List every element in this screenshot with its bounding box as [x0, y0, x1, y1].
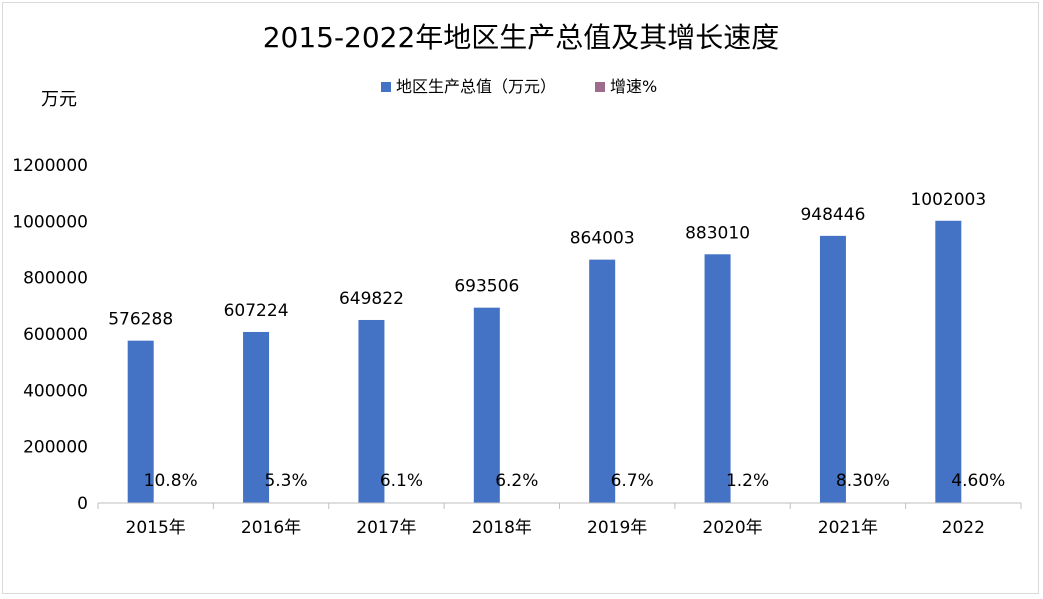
legend: 地区生产总值（万元） 增速% — [381, 77, 657, 96]
y-axis-ticks: 0 200000 400000 600000 800000 1000000 1200000 — [12, 156, 88, 514]
gdp-bar — [358, 319, 385, 503]
chart-title: 2015-2022年地区生产总值及其增长速度 — [263, 21, 780, 54]
gdp-bar — [819, 235, 846, 503]
legend-gdp-swatch — [381, 82, 391, 92]
gdp-data-label: 883010 — [685, 223, 750, 243]
growth-rate-data-label: 6.7% — [611, 471, 654, 491]
gdp-bar — [127, 340, 154, 503]
x-tick-label: 2018年 — [472, 518, 532, 538]
growth-rate-data-label: 6.1% — [380, 471, 423, 491]
gdp-data-label: 864003 — [570, 229, 635, 249]
growth-rate-data-label: 8.30% — [836, 471, 890, 491]
gdp-data-label: 693506 — [454, 277, 519, 297]
y-tick-label: 400000 — [23, 381, 88, 401]
x-tick-label: 2015年 — [126, 518, 186, 538]
y-tick-label: 1000000 — [12, 212, 88, 232]
y-tick-label: 600000 — [23, 325, 88, 345]
growth-rate-labels: 10.8% 5.3% 6.1% 6.2% 6.7% 1.2% 8.30% 4.60% — [144, 471, 1006, 491]
legend-growth-rate-swatch — [595, 82, 605, 92]
gdp-data-label: 607224 — [224, 301, 289, 321]
bar-chart: 2015-2022年地区生产总值及其增长速度 万元 地区生产总值（万元） 增速% … — [12, 21, 1022, 538]
gdp-bar — [243, 331, 270, 503]
legend-gdp-label: 地区生产总值（万元） — [396, 77, 556, 96]
gdp-data-label: 649822 — [339, 289, 404, 309]
gdp-bar — [704, 254, 731, 503]
gdp-data-label: 1002003 — [910, 190, 986, 210]
bar-data-labels: 576288 607224 649822 693506 864003 883010 9484… — [108, 190, 986, 330]
gdp-bar — [589, 259, 616, 503]
x-tick-label: 2022 — [942, 518, 985, 538]
growth-rate-data-label: 10.8% — [144, 471, 198, 491]
legend-growth-rate-label: 增速% — [610, 77, 657, 96]
y-tick-label: 200000 — [23, 438, 88, 458]
gdp-data-label: 948446 — [800, 205, 865, 225]
x-axis: 2015年 2016年 2017年 2018年 2019年 2020年 2021年 2022 — [97, 502, 1022, 538]
growth-rate-data-label: 4.60% — [951, 471, 1005, 491]
gdp-bar — [473, 307, 500, 503]
y-tick-label: 1200000 — [12, 156, 88, 176]
x-tick-label: 2020年 — [702, 518, 762, 538]
x-tick-label: 2019年 — [587, 518, 647, 538]
y-tick-label: 0 — [77, 494, 88, 514]
x-tick-label: 2016年 — [241, 518, 301, 538]
bar-series — [127, 220, 962, 503]
y-tick-label: 800000 — [23, 269, 88, 289]
x-tick-label: 2017年 — [356, 518, 416, 538]
gdp-data-label: 576288 — [108, 310, 173, 330]
x-tick-label: 2021年 — [818, 518, 878, 538]
y-axis-unit-label: 万元 — [41, 89, 77, 110]
growth-rate-data-label: 1.2% — [726, 471, 769, 491]
growth-rate-data-label: 5.3% — [264, 471, 307, 491]
gdp-bar — [935, 220, 962, 503]
growth-rate-data-label: 6.2% — [495, 471, 538, 491]
